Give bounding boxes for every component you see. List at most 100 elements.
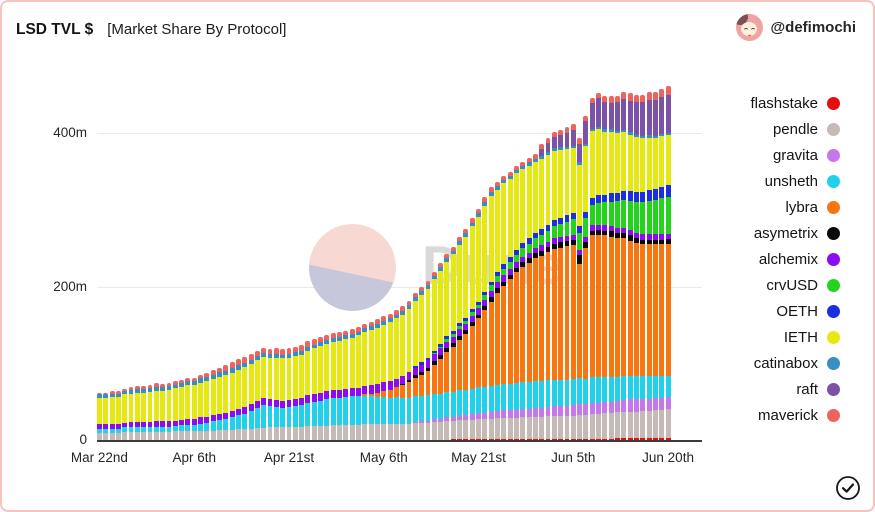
bar-day-23[interactable] xyxy=(242,356,248,440)
legend-item-raft[interactable]: raft xyxy=(750,376,840,402)
legend-item-lybra[interactable]: lybra xyxy=(750,194,840,220)
bar-day-62[interactable] xyxy=(488,187,494,440)
bar-day-15[interactable] xyxy=(191,377,197,440)
bar-day-25[interactable] xyxy=(254,350,260,440)
bar-day-41[interactable] xyxy=(356,326,361,440)
bar-day-31[interactable] xyxy=(292,346,298,440)
bar-day-26[interactable] xyxy=(261,348,267,440)
bar-day-75[interactable] xyxy=(570,124,576,440)
legend-item-IETH[interactable]: IETH xyxy=(750,324,840,350)
legend-item-maverick[interactable]: maverick xyxy=(750,402,840,428)
bar-day-68[interactable] xyxy=(526,157,532,440)
bar-day-18[interactable] xyxy=(210,369,216,440)
bar-day-16[interactable] xyxy=(198,374,203,440)
bar-day-7[interactable] xyxy=(141,386,147,440)
legend-item-unsheth[interactable]: unsheth xyxy=(750,168,840,194)
bar-day-42[interactable] xyxy=(362,323,368,440)
bar-day-21[interactable] xyxy=(229,362,235,440)
bar-day-24[interactable] xyxy=(248,353,254,440)
bar-day-90[interactable] xyxy=(665,85,671,440)
bar-day-81[interactable] xyxy=(608,96,614,440)
bar-day-44[interactable] xyxy=(374,319,380,440)
bar-day-82[interactable] xyxy=(615,95,620,440)
bar-day-84[interactable] xyxy=(627,93,633,440)
bar-day-47[interactable] xyxy=(393,310,399,440)
legend-item-catinabox[interactable]: catinabox xyxy=(750,350,840,376)
bar-day-89[interactable] xyxy=(659,88,665,440)
bar-day-71[interactable] xyxy=(545,137,551,440)
bar-day-48[interactable] xyxy=(400,306,406,440)
bar-day-87[interactable] xyxy=(646,92,652,440)
legend-item-crvUSD[interactable]: crvUSD xyxy=(750,272,840,298)
bar-day-2[interactable] xyxy=(109,391,115,440)
bar-day-67[interactable] xyxy=(520,161,526,440)
bar-day-73[interactable] xyxy=(558,129,564,440)
bar-day-9[interactable] xyxy=(153,382,159,440)
bar-day-36[interactable] xyxy=(324,334,330,440)
legend-item-asymetrix[interactable]: asymetrix xyxy=(750,220,840,246)
bar-day-8[interactable] xyxy=(147,384,153,440)
bar-day-80[interactable] xyxy=(602,95,608,440)
bar-day-38[interactable] xyxy=(337,332,342,440)
bar-day-57[interactable] xyxy=(457,237,463,440)
bar-day-6[interactable] xyxy=(134,386,140,440)
bar-day-30[interactable] xyxy=(286,348,292,440)
bar-day-5[interactable] xyxy=(128,386,134,440)
bar-day-88[interactable] xyxy=(652,91,658,440)
bar-day-79[interactable] xyxy=(596,92,601,440)
bar-day-39[interactable] xyxy=(343,330,349,440)
bar-day-19[interactable] xyxy=(217,367,222,440)
bar-day-69[interactable] xyxy=(532,154,538,440)
bar-day-43[interactable] xyxy=(368,321,374,440)
bar-day-74[interactable] xyxy=(564,127,570,440)
bar-day-11[interactable] xyxy=(166,382,172,440)
bar-day-72[interactable] xyxy=(551,131,557,440)
bar-day-12[interactable] xyxy=(172,381,178,440)
legend-item-flashstake[interactable]: flashstake xyxy=(750,90,840,116)
bar-day-45[interactable] xyxy=(381,316,387,440)
legend-item-alchemix[interactable]: alchemix xyxy=(750,246,840,272)
legend-item-OETH[interactable]: OETH xyxy=(750,298,840,324)
bar-day-37[interactable] xyxy=(330,333,336,440)
bar-day-53[interactable] xyxy=(431,271,437,440)
bar-day-85[interactable] xyxy=(634,94,639,440)
bar-day-58[interactable] xyxy=(463,229,469,440)
bar-day-1[interactable] xyxy=(103,392,109,440)
bar-day-63[interactable] xyxy=(495,181,500,440)
bar-day-52[interactable] xyxy=(425,280,431,440)
bar-day-17[interactable] xyxy=(204,373,210,440)
bar-day-76[interactable] xyxy=(577,137,583,440)
bar-day-3[interactable] xyxy=(115,391,121,440)
bar-day-77[interactable] xyxy=(583,116,589,440)
bar-day-61[interactable] xyxy=(482,197,488,440)
bar-day-49[interactable] xyxy=(406,300,412,440)
bar-day-40[interactable] xyxy=(349,329,355,440)
bar-day-50[interactable] xyxy=(412,293,418,440)
bar-day-22[interactable] xyxy=(236,359,241,440)
bar-day-54[interactable] xyxy=(438,263,444,440)
bar-day-28[interactable] xyxy=(273,348,279,440)
bar-day-78[interactable] xyxy=(589,97,595,440)
bar-day-65[interactable] xyxy=(507,171,513,440)
bar-day-70[interactable] xyxy=(539,144,545,440)
bar-day-35[interactable] xyxy=(318,336,324,440)
bar-day-55[interactable] xyxy=(444,254,450,440)
bar-day-51[interactable] xyxy=(419,287,425,440)
bar-day-0[interactable] xyxy=(97,392,102,440)
bar-day-33[interactable] xyxy=(305,340,311,440)
bar-day-46[interactable] xyxy=(387,313,393,440)
bar-day-27[interactable] xyxy=(267,349,273,440)
bar-day-86[interactable] xyxy=(640,94,646,440)
bar-day-20[interactable] xyxy=(223,365,229,440)
bar-day-60[interactable] xyxy=(476,208,481,440)
bar-day-10[interactable] xyxy=(160,383,166,440)
bar-day-32[interactable] xyxy=(299,344,305,440)
bar-day-29[interactable] xyxy=(280,349,286,440)
bar-day-59[interactable] xyxy=(469,217,475,440)
bar-day-66[interactable] xyxy=(513,166,519,440)
bar-day-4[interactable] xyxy=(122,389,128,440)
bar-day-83[interactable] xyxy=(621,92,627,440)
bar-day-13[interactable] xyxy=(179,379,185,440)
bar-day-14[interactable] xyxy=(185,378,191,440)
legend-item-gravita[interactable]: gravita xyxy=(750,142,840,168)
